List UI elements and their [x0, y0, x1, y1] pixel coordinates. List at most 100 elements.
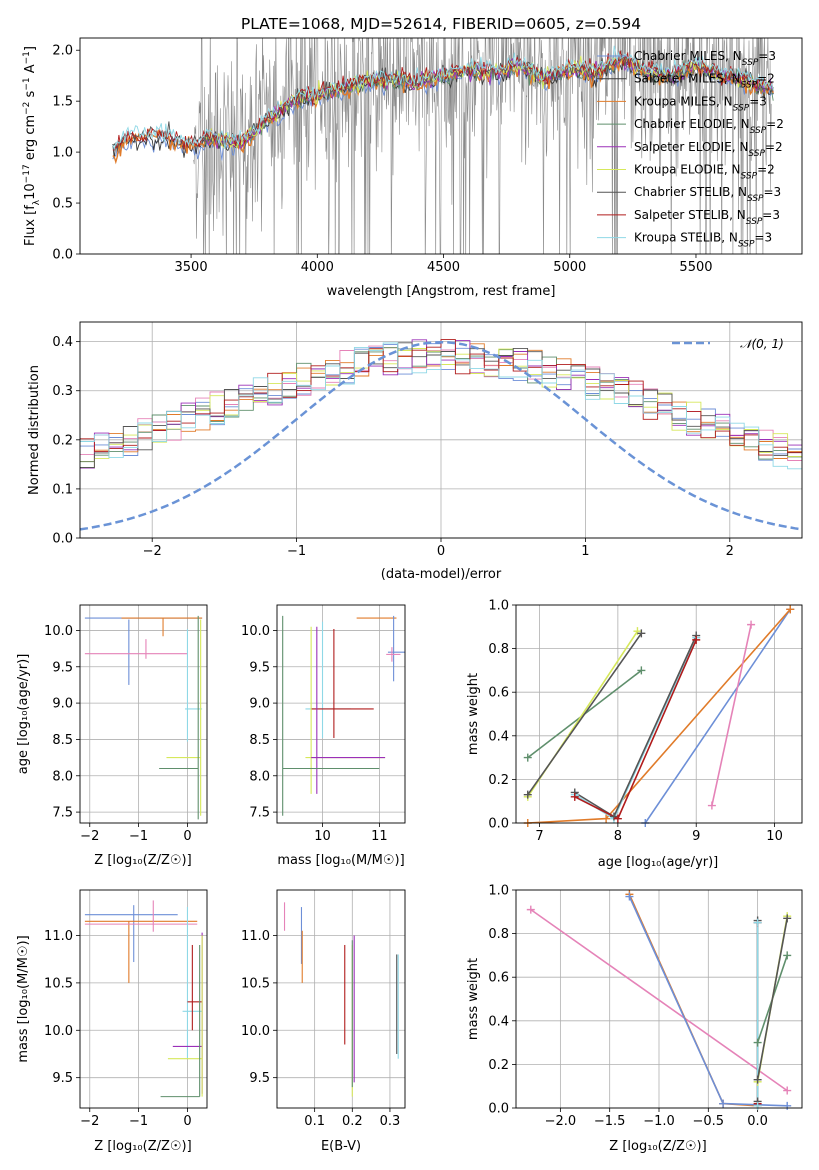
y-tick-label: 10.0	[44, 624, 73, 639]
axes-frame	[79, 321, 803, 539]
y-tick-label: 0.5	[52, 197, 73, 212]
x-tick-label: 9	[692, 829, 700, 844]
y-tick-label: 0.4	[52, 335, 73, 350]
y-tick-label: 10.0	[241, 1024, 270, 1039]
x-tick-label: 0	[183, 829, 191, 844]
y-tick-label: 0.8	[488, 642, 509, 657]
x-tick-label: −2	[80, 1114, 99, 1129]
x-tick-label: 0.3	[380, 1114, 401, 1129]
model-line-kroupa-stelib	[112, 45, 774, 151]
weight-marker	[783, 951, 792, 960]
plot-content	[530, 894, 788, 1107]
y-tick-label: 0.4	[488, 1014, 509, 1029]
plot-content	[80, 339, 802, 531]
legend-label: Salpeter STELIB, NSSP=3	[634, 208, 780, 227]
y-tick-label: 9.0	[52, 697, 73, 712]
plot-content	[84, 615, 203, 820]
y-tick-label: 9.5	[52, 1071, 73, 1086]
y-tick-label: 9.5	[52, 660, 73, 675]
legend-label: Kroupa ELODIE, NSSP=2	[634, 163, 775, 182]
mass-vs-ebv-xlabel: E(B-V)	[321, 1139, 361, 1154]
axes-frame	[79, 889, 208, 1109]
weight-series-line	[644, 608, 791, 823]
y-tick-label: 7.5	[52, 806, 73, 821]
mass-vs-metallicity-panel: −2 −1 0 9.5 10.0 10.5 11.0 Z [log₁₀(Z/Z☉)] mas…	[16, 889, 208, 1154]
x-tick-label: −2	[143, 544, 162, 559]
weight-vs-metallicity-plot-area: −2.0 −1.5 −1.0 −0.5 0.0 0.0 0.2 0.4 0.6 0.8 1.0	[488, 884, 803, 1129]
age-vs-mass-xlabel: mass [log₁₀(M/M☉)]	[277, 853, 404, 868]
y-tick-label: 0.3	[52, 384, 73, 399]
weight-marker	[613, 814, 622, 823]
y-tick-label: 1.0	[488, 599, 509, 614]
x-tick-label: 5000	[553, 260, 586, 275]
y-tick-label: 8.5	[52, 733, 73, 748]
x-tick-label: −1	[129, 829, 148, 844]
weight-marker	[753, 918, 762, 927]
y-tick-label: 0.0	[52, 248, 73, 263]
residuals-panel: −2 −1 0 1 2 0.0 0.1 0.2 0.3 0.4 𝒩(0, 1) (data-mode…	[27, 321, 803, 582]
x-tick-label: −1.5	[594, 1114, 626, 1129]
legend-label: Kroupa STELIB, NSSP=3	[634, 231, 772, 250]
residuals-ylabel: Normed distribution	[27, 365, 42, 495]
legend-label: Chabrier MILES, NSSP=3	[634, 49, 776, 68]
spectrum-title: PLATE=1068, MJD=52614, FIBERID=0605, z=0…	[241, 15, 641, 33]
x-tick-label: 10	[766, 829, 783, 844]
weight-marker	[783, 914, 792, 923]
axes-frame	[276, 889, 406, 1109]
weight-series-line	[574, 639, 697, 820]
weight-marker	[753, 1075, 762, 1084]
x-tick-label: 0.2	[342, 1114, 363, 1129]
mass-vs-metallicity-xlabel: Z [log₁₀(Z/Z☉)]	[94, 1139, 191, 1154]
weight-series-line	[711, 624, 752, 806]
weight-marker	[523, 790, 532, 799]
legend-label: Kroupa MILES, NSSP=3	[634, 94, 767, 113]
weight-vs-age-panel: 7 8 9 10 0.0 0.2 0.4 0.6 0.8 1.0 age [log₁₀(age/y…	[466, 599, 803, 870]
y-tick-label: 0.0	[52, 532, 73, 547]
x-tick-label: 11	[371, 829, 388, 844]
weight-marker	[719, 1099, 728, 1108]
age-vs-mass-plot-area: 10 11 7.5 8.0 8.5 9.0 9.5 10.0	[241, 604, 406, 844]
x-tick-label: −1	[129, 1114, 148, 1129]
axes: −2 −1 0 1 2 0.0 0.1 0.2 0.3 0.4	[52, 335, 734, 559]
axes-frame	[515, 889, 803, 1109]
axes: −2 −1 0 9.5 10.0 10.5 11.0	[44, 929, 192, 1129]
weight-vs-metallicity-ylabel: mass weight	[466, 958, 481, 1040]
y-tick-label: 1.5	[52, 95, 73, 110]
y-tick-label: 0.6	[488, 971, 509, 986]
axes: 0.1 0.2 0.3 9.5 10.0 10.5 11.0	[241, 929, 400, 1129]
weight-series-line	[574, 637, 697, 820]
weight-marker	[625, 892, 634, 901]
observed-spectrum-line	[193, 38, 772, 254]
y-tick-label: 11.0	[241, 929, 270, 944]
age-vs-mass-panel: 10 11 7.5 8.0 8.5 9.0 9.5 10.0 mass [log₁₀(M/M☉…	[241, 604, 406, 868]
mass-vs-ebv-panel: 0.1 0.2 0.3 9.5 10.0 10.5 11.0 E(B-V)	[241, 889, 406, 1154]
weight-series-line	[527, 632, 643, 796]
axes: 7 8 9 10 0.0 0.2 0.4 0.6 0.8 1.0	[488, 599, 783, 845]
x-tick-label: −1	[287, 544, 306, 559]
x-tick-label: 1	[581, 544, 589, 559]
x-tick-label: −2	[80, 829, 99, 844]
y-tick-label: 0.4	[488, 729, 509, 744]
x-tick-label: 0.1	[304, 1114, 325, 1129]
axes: 10 11 7.5 8.0 8.5 9.0 9.5 10.0	[241, 624, 388, 844]
x-tick-label: 3500	[175, 260, 208, 275]
histogram-kroupa-stelib	[80, 342, 802, 470]
y-tick-label: 0.1	[52, 482, 73, 497]
axes: 3500 4000 4500 5000 5500 0.0 0.5 1.0 1.5 2.0	[52, 44, 712, 275]
y-tick-label: 1.0	[52, 146, 73, 161]
y-tick-label: 10.0	[44, 1024, 73, 1039]
age-vs-metallicity-panel: −2 −1 0 7.5 8.0 8.5 9.0 9.5 10.0 Z [log₁₀(Z/Z☉)]…	[16, 604, 208, 868]
x-tick-label: 4500	[427, 260, 460, 275]
plot-content	[282, 615, 405, 816]
y-tick-label: 11.0	[44, 929, 73, 944]
plot-content	[527, 608, 791, 823]
y-tick-label: 8.0	[249, 769, 270, 784]
y-tick-label: 2.0	[52, 44, 73, 59]
x-tick-label: 8	[614, 829, 622, 844]
age-vs-metallicity-ylabel: age [log₁₀(age/yr)]	[16, 654, 31, 775]
spectrum-plot-area: 3500 4000 4500 5000 5500 0.0 0.5 1.0 1.5 2.0 Chabr…	[52, 37, 803, 275]
y-tick-label: 0.2	[488, 773, 509, 788]
histogram-salpeter-stelib	[80, 339, 802, 456]
spectrum-xlabel: wavelength [Angstrom, rest frame]	[327, 284, 556, 299]
